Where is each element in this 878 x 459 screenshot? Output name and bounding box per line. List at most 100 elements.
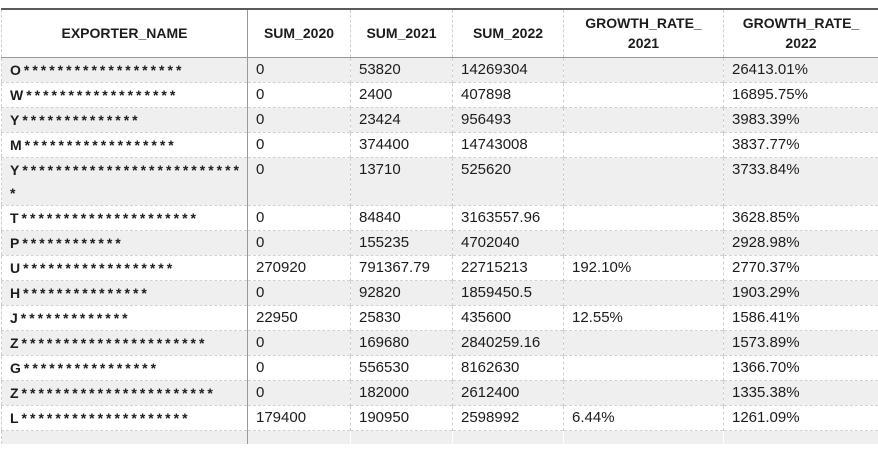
growth-rate-2021-cell [563, 131, 724, 157]
exporter-name-cell: L******************** [1, 404, 248, 430]
exporter-name-cell: P************ [1, 229, 248, 255]
sum-2022-cell: 4702040 [452, 229, 564, 255]
growth-rate-2022-cell: 26413.01% [723, 56, 878, 82]
sum-2020-cell: 0 [247, 156, 351, 205]
sum-2022-cell: 3163557.96 [452, 204, 564, 230]
sum-2020-cell: 0 [247, 204, 351, 230]
growth-rate-2022-cell: 2928.98% [723, 229, 878, 255]
sum-2020-cell: 0 [247, 379, 351, 405]
sum-2022-cell: 2598992 [452, 404, 564, 430]
partial-cell [247, 429, 351, 444]
growth-rate-2021-cell: 6.44% [563, 404, 724, 430]
sum-2022-cell: 2840259.16 [452, 329, 564, 355]
partial-table-row [1, 429, 878, 444]
header-row: EXPORTER_NAME SUM_2020 SUM_2021 SUM_2022… [1, 9, 878, 58]
table-row: Z*********************** 0 182000 261240… [1, 379, 878, 405]
growth-rate-2022-cell: 1261.09% [723, 404, 878, 430]
table-header: EXPORTER_NAME SUM_2020 SUM_2021 SUM_2022… [1, 9, 878, 58]
partial-cell [723, 429, 878, 444]
table-row: Z********************** 0 169680 2840259… [1, 329, 878, 355]
growth-rate-2021-cell [563, 379, 724, 405]
sum-2022-cell: 14743008 [452, 131, 564, 157]
partial-cell [1, 429, 248, 444]
exporter-name-cell: W****************** [1, 81, 248, 107]
exporter-name-cell: H*************** [1, 279, 248, 305]
table-row: P************ 0 155235 4702040 2928.98% [1, 229, 878, 255]
growth-rate-2021-cell: 192.10% [563, 254, 724, 280]
column-header-sum-2022: SUM_2022 [452, 9, 564, 58]
sum-2022-cell: 1859450.5 [452, 279, 564, 305]
column-header-exporter-name: EXPORTER_NAME [1, 9, 248, 58]
growth-rate-2022-cell: 3837.77% [723, 131, 878, 157]
sum-2020-cell: 0 [247, 354, 351, 380]
column-header-sum-2020: SUM_2020 [247, 9, 351, 58]
growth-rate-2022-cell: 2770.37% [723, 254, 878, 280]
column-header-growth-rate-2021: GROWTH_RATE_ 2021 [563, 9, 724, 58]
sum-2020-cell: 0 [247, 56, 351, 82]
sum-2020-cell: 270920 [247, 254, 351, 280]
sum-2021-cell: 2400 [350, 81, 453, 107]
growth-rate-2021-cell: 12.55% [563, 304, 724, 330]
growth-rate-2022-cell: 1586.41% [723, 304, 878, 330]
table-row: L******************** 179400 190950 2598… [1, 404, 878, 430]
exporters-growth-table-wrap: EXPORTER_NAME SUM_2020 SUM_2021 SUM_2022… [1, 8, 878, 444]
table-row: T********************* 0 84840 3163557.9… [1, 204, 878, 230]
table-row: G**************** 0 556530 8162630 1366.… [1, 354, 878, 380]
sum-2020-cell: 22950 [247, 304, 351, 330]
sum-2022-cell: 525620 [452, 156, 564, 205]
sum-2021-cell: 155235 [350, 229, 453, 255]
table-row: J************* 22950 25830 435600 12.55%… [1, 304, 878, 330]
table-row: Y************** 0 23424 956493 3983.39% [1, 106, 878, 132]
table-row: U****************** 270920 791367.79 227… [1, 254, 878, 280]
growth-rate-2021-cell [563, 81, 724, 107]
table-row: Y*************************** 0 13710 525… [1, 156, 878, 205]
growth-rate-2022-cell: 1335.38% [723, 379, 878, 405]
growth-rate-2022-cell: 3628.85% [723, 204, 878, 230]
table-row: W****************** 0 2400 407898 16895.… [1, 81, 878, 107]
exporter-name-cell: G**************** [1, 354, 248, 380]
exporter-name-cell: Z********************** [1, 329, 248, 355]
sum-2021-cell: 84840 [350, 204, 453, 230]
growth-rate-2021-cell [563, 279, 724, 305]
growth-rate-2021-cell [563, 204, 724, 230]
growth-rate-2021-cell [563, 56, 724, 82]
growth-rate-2021-cell [563, 329, 724, 355]
growth-rate-2022-cell: 1903.29% [723, 279, 878, 305]
sum-2020-cell: 0 [247, 279, 351, 305]
sum-2021-cell: 374400 [350, 131, 453, 157]
sum-2021-cell: 182000 [350, 379, 453, 405]
sum-2021-cell: 13710 [350, 156, 453, 205]
growth-rate-2021-cell [563, 229, 724, 255]
exporter-name-cell: Z*********************** [1, 379, 248, 405]
growth-rate-2021-cell [563, 106, 724, 132]
growth-rate-2022-cell: 16895.75% [723, 81, 878, 107]
partial-cell [350, 429, 453, 444]
sum-2021-cell: 556530 [350, 354, 453, 380]
sum-2020-cell: 0 [247, 106, 351, 132]
sum-2022-cell: 8162630 [452, 354, 564, 380]
column-header-sum-2021: SUM_2021 [350, 9, 453, 58]
column-header-growth-rate-2022: GROWTH_RATE_ 2022 [723, 9, 878, 58]
sum-2021-cell: 23424 [350, 106, 453, 132]
sum-2021-cell: 190950 [350, 404, 453, 430]
sum-2022-cell: 2612400 [452, 379, 564, 405]
sum-2020-cell: 179400 [247, 404, 351, 430]
exporters-growth-table: EXPORTER_NAME SUM_2020 SUM_2021 SUM_2022… [1, 8, 878, 444]
sum-2020-cell: 0 [247, 81, 351, 107]
growth-rate-2022-cell: 1573.89% [723, 329, 878, 355]
sum-2022-cell: 14269304 [452, 56, 564, 82]
sum-2022-cell: 956493 [452, 106, 564, 132]
growth-rate-2022-cell: 1366.70% [723, 354, 878, 380]
sum-2021-cell: 169680 [350, 329, 453, 355]
partial-cell [452, 429, 564, 444]
partial-cell [563, 429, 724, 444]
table-body: O******************* 0 53820 14269304 26… [1, 56, 878, 444]
sum-2021-cell: 53820 [350, 56, 453, 82]
table-row: H*************** 0 92820 1859450.5 1903.… [1, 279, 878, 305]
table-row: O******************* 0 53820 14269304 26… [1, 56, 878, 82]
sum-2020-cell: 0 [247, 229, 351, 255]
exporter-name-cell: Y************** [1, 106, 248, 132]
growth-rate-2022-cell: 3733.84% [723, 156, 878, 205]
sum-2022-cell: 435600 [452, 304, 564, 330]
sum-2022-cell: 22715213 [452, 254, 564, 280]
